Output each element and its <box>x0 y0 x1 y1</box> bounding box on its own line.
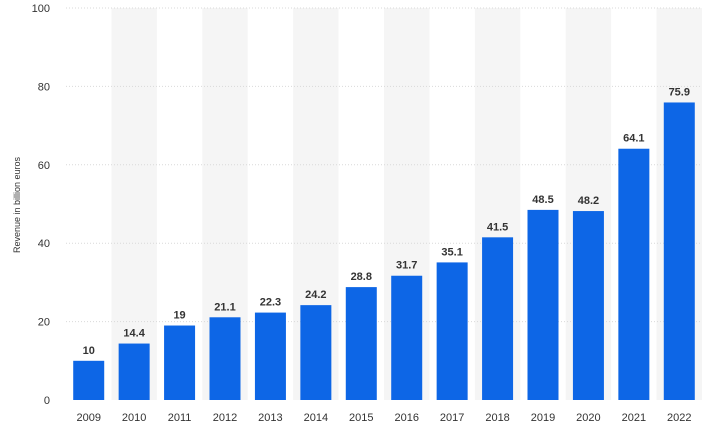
bars <box>73 102 695 401</box>
data-label: 48.2 <box>578 195 599 207</box>
data-label: 19 <box>173 310 185 322</box>
x-tick-label: 2016 <box>394 412 418 424</box>
bar-2016[interactable] <box>391 275 423 400</box>
x-tick-label: 2020 <box>576 412 600 424</box>
x-tick-label: 2009 <box>76 412 100 424</box>
bar-2011[interactable] <box>164 325 196 400</box>
bar-2014[interactable] <box>300 305 332 400</box>
x-tick-label: 2018 <box>485 412 509 424</box>
background-band <box>111 8 157 400</box>
data-label: 35.1 <box>441 246 462 258</box>
data-label: 31.7 <box>396 260 417 272</box>
data-labels: 10 14.4 19 21.1 22.3 24.2 28.8 31.7 35.1 41.5 48.5… <box>83 86 690 356</box>
data-label: 24.2 <box>305 289 326 301</box>
bar-2019[interactable] <box>527 209 559 400</box>
x-tick-label: 2019 <box>531 412 555 424</box>
data-label: 28.8 <box>351 271 372 283</box>
bar-2009[interactable] <box>73 360 105 400</box>
x-tick-label: 2011 <box>168 412 192 424</box>
data-label: 21.1 <box>214 301 235 313</box>
bar-2022[interactable] <box>663 102 695 401</box>
data-label: 10 <box>83 345 95 357</box>
x-tick-label: 2010 <box>122 412 146 424</box>
y-tick-label: 0 <box>44 395 50 407</box>
data-label: 48.5 <box>532 194 553 206</box>
data-label: 75.9 <box>669 86 690 98</box>
bar-2013[interactable] <box>254 312 286 400</box>
gridlines <box>66 7 702 323</box>
x-tick-label: 2013 <box>258 412 282 424</box>
x-tick-label: 2021 <box>622 412 646 424</box>
x-tick-label: 2014 <box>304 412 328 424</box>
x-axis-ticks: 2009 2010 2011 2012 2013 2014 2015 2016 2017 2018… <box>76 412 691 424</box>
y-tick-label: 40 <box>38 238 50 250</box>
y-tick-label: 60 <box>38 160 50 172</box>
y-axis-ticks: 0 20 40 60 80 100 <box>32 3 50 407</box>
bar-2010[interactable] <box>118 343 150 400</box>
y-tick-label: 20 <box>38 317 50 329</box>
bar-2017[interactable] <box>436 262 468 400</box>
bar-2012[interactable] <box>209 317 241 400</box>
x-tick-label: 2022 <box>667 412 691 424</box>
bar-2015[interactable] <box>345 287 377 400</box>
x-tick-label: 2015 <box>349 412 373 424</box>
y-tick-label: 80 <box>38 81 50 93</box>
bar-2020[interactable] <box>572 211 604 400</box>
data-label: 14.4 <box>123 328 145 340</box>
bar-2018[interactable] <box>482 237 514 400</box>
bar-2021[interactable] <box>618 148 650 400</box>
data-label: 22.3 <box>260 297 281 309</box>
x-tick-label: 2017 <box>440 412 464 424</box>
y-tick-label: 100 <box>32 3 50 15</box>
data-label: 41.5 <box>487 221 508 233</box>
y-axis-label: Revenue in billion euros <box>12 156 22 253</box>
x-tick-label: 2012 <box>213 412 237 424</box>
data-label: 64.1 <box>623 133 644 145</box>
